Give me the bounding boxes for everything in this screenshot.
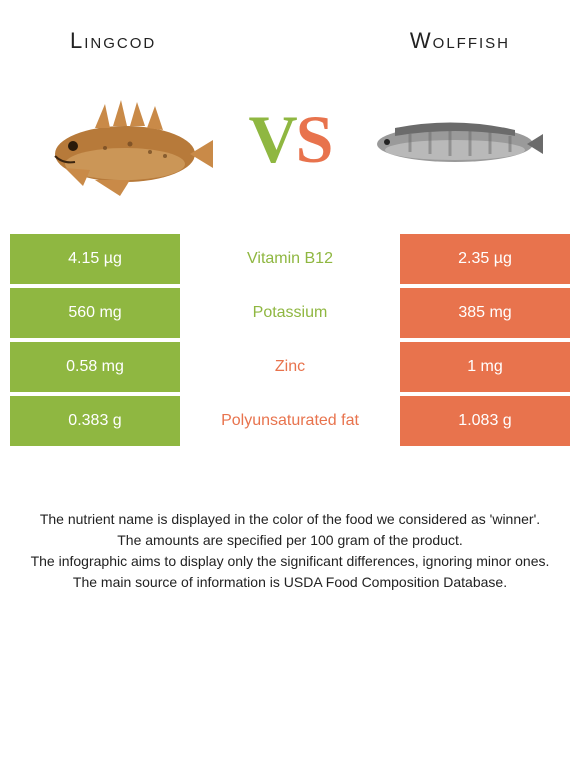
left-value: 0.58 mg [10, 342, 180, 392]
comparison-table: 4.15 µg Vitamin B12 2.35 µg 560 mg Potas… [0, 234, 580, 446]
nutrient-name: Zinc [180, 342, 400, 392]
right-food-image [360, 94, 550, 184]
left-value: 4.15 µg [10, 234, 180, 284]
nutrient-name: Polyunsaturated fat [180, 396, 400, 446]
table-row: 560 mg Potassium 385 mg [10, 288, 570, 338]
footnote-line: The infographic aims to display only the… [20, 552, 560, 571]
wolffish-icon [365, 94, 545, 184]
vs-s: S [296, 101, 332, 177]
right-value: 1.083 g [400, 396, 570, 446]
table-row: 0.383 g Polyunsaturated fat 1.083 g [10, 396, 570, 446]
nutrient-name: Vitamin B12 [180, 234, 400, 284]
left-value: 0.383 g [10, 396, 180, 446]
footnote-line: The amounts are specified per 100 gram o… [20, 531, 560, 550]
footnote-line: The main source of information is USDA F… [20, 573, 560, 592]
vs-label: VS [245, 105, 336, 173]
right-value: 2.35 µg [400, 234, 570, 284]
right-food-title: Wolffish [410, 28, 510, 54]
left-food-title: Lingcod [70, 28, 156, 54]
left-food-image [30, 74, 220, 204]
footnote-line: The nutrient name is displayed in the co… [20, 510, 560, 529]
footnotes: The nutrient name is displayed in the co… [0, 450, 580, 592]
image-row: VS [0, 64, 580, 234]
nutrient-name: Potassium [180, 288, 400, 338]
table-row: 0.58 mg Zinc 1 mg [10, 342, 570, 392]
lingcod-icon [35, 74, 215, 204]
right-value: 385 mg [400, 288, 570, 338]
header-row: Lingcod Wolffish [0, 0, 580, 64]
vs-v: V [249, 101, 296, 177]
table-row: 4.15 µg Vitamin B12 2.35 µg [10, 234, 570, 284]
left-value: 560 mg [10, 288, 180, 338]
right-value: 1 mg [400, 342, 570, 392]
